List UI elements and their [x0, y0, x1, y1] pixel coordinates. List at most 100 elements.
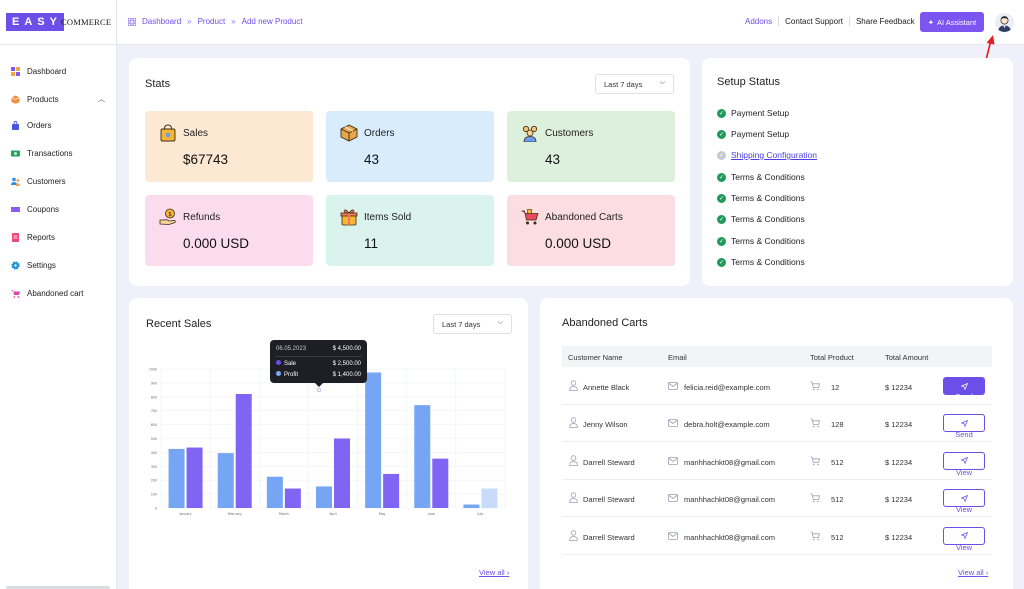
button-label: Send — [955, 392, 973, 401]
bar-series-1 — [463, 504, 480, 508]
view-button[interactable]: View — [943, 489, 985, 514]
breadcrumb-dashboard[interactable]: Dashboard — [142, 17, 182, 26]
send-icon — [960, 532, 968, 540]
stat-value: 43 — [364, 152, 380, 167]
contact-support-link[interactable]: Contact Support — [779, 17, 850, 26]
logo[interactable]: EASY COMMERCE — [0, 0, 117, 45]
x-tick-label: July — [477, 512, 484, 516]
total-amount: $ 12234 — [885, 383, 913, 392]
chevron-up-icon[interactable]: ︿ — [98, 96, 105, 103]
column-header: Email — [668, 353, 687, 362]
cart-icon — [810, 531, 820, 540]
sales-period-select[interactable]: Last 7 days ⌵ — [433, 314, 512, 334]
tooltip-sale-label: Sale — [284, 361, 297, 367]
recent-sales-chart: 0 100 200 300 400 500 600 700 800 900 1000 January F… — [149, 368, 506, 516]
report-icon — [12, 233, 19, 242]
tooltip-pointer-icon — [315, 383, 323, 393]
y-tick-label: 500 — [151, 437, 157, 441]
sidebar-item-label: Customers — [27, 177, 66, 186]
sidebar-scrollbar[interactable] — [6, 586, 110, 589]
bar-series-1 — [316, 486, 332, 508]
setup-item: ✓ Terms & Conditions — [717, 257, 805, 267]
button-label: Send — [955, 430, 973, 440]
legend-dot-icon — [276, 360, 281, 365]
sidebar-item-settings[interactable]: Settings — [11, 261, 56, 270]
top-links: Addons Contact Support Share Feedback — [745, 17, 921, 26]
send-button[interactable]: Send — [943, 377, 985, 401]
user-icon — [569, 529, 578, 541]
table-header: Customer Name Email Total Product Total … — [562, 346, 992, 367]
setup-status-title: Setup Status — [717, 76, 780, 88]
total-amount: $ 12234 — [885, 420, 913, 430]
breadcrumb: Dashboard » Product » Add new Product — [128, 17, 303, 26]
setup-item-label: Terms & Conditions — [731, 214, 805, 224]
view-button[interactable]: View — [943, 526, 985, 552]
sidebar-item-reports[interactable]: Reports — [11, 233, 55, 242]
sidebar-item-abandoned-cart[interactable]: Abandoned cart — [11, 289, 84, 298]
avatar[interactable] — [995, 13, 1014, 32]
y-tick-label: 700 — [151, 409, 157, 413]
breadcrumb-add-product[interactable]: Add new Product — [241, 17, 303, 26]
stat-card-refunds[interactable]: $ Refunds 0.000 USD — [145, 195, 313, 266]
send-icon — [960, 419, 968, 427]
user-icon — [569, 455, 578, 466]
breadcrumb-product[interactable]: Product — [197, 17, 226, 26]
ai-assistant-button[interactable]: ✦ AI Assistant — [920, 12, 984, 32]
sidebar-item-label: Coupons — [27, 205, 60, 214]
bar-series-2 — [235, 394, 252, 508]
sidebar-item-transactions[interactable]: Transactions — [11, 149, 73, 158]
setup-item[interactable]: ✓ Shipping Configuration — [717, 150, 817, 160]
grid-icon — [128, 17, 136, 26]
sidebar-item-coupons[interactable]: Coupons — [11, 205, 59, 214]
sidebar-item-orders[interactable]: Orders — [11, 121, 51, 130]
x-tick-label: June — [427, 512, 435, 516]
stats-period-select[interactable]: Last 7 days ⌵ — [595, 74, 674, 94]
y-tick-label: 300 — [151, 465, 157, 469]
user-icon — [569, 380, 578, 391]
ai-assistant-label: AI Assistant — [937, 17, 977, 27]
view-button[interactable]: View — [943, 451, 985, 477]
send-button[interactable]: Send — [943, 414, 985, 439]
check-circle-icon: ✓ — [717, 193, 726, 203]
chevron-right-icon: › — [985, 568, 989, 577]
customers-icon — [522, 125, 538, 142]
sales-view-all-link[interactable]: View all › — [479, 568, 509, 577]
box-icon — [11, 95, 20, 104]
stat-card-sales[interactable]: Sales $67743 — [145, 111, 313, 182]
stat-card-items-sold[interactable]: Items Sold 11 — [326, 195, 494, 266]
y-tick-label: 400 — [151, 451, 157, 455]
package-icon — [340, 124, 358, 142]
carts-view-all-link[interactable]: View all › — [958, 568, 988, 577]
stats-period-value: Last 7 days — [604, 79, 643, 89]
tooltip-divider — [275, 356, 362, 357]
pending-circle-icon: ✓ — [717, 150, 726, 160]
users-icon — [11, 177, 20, 186]
stat-card-orders[interactable]: Orders 43 — [326, 111, 494, 182]
svg-text:$: $ — [168, 211, 172, 218]
bar-series-2 — [383, 473, 400, 508]
chevron-down-icon: ⌵ — [659, 79, 665, 86]
sales-period-value: Last 7 days — [442, 319, 481, 329]
x-tick-label: April — [329, 512, 336, 516]
shopping-bag-icon — [160, 124, 176, 142]
setup-item-label: Terms & Conditions — [731, 236, 805, 246]
check-circle-icon: ✓ — [717, 129, 726, 139]
button-label: View — [955, 467, 973, 477]
sidebar-item-customers[interactable]: Customers — [11, 177, 66, 186]
sidebar-item-label: Abandoned cart — [27, 289, 84, 298]
stat-card-customers[interactable]: Customers 43 — [507, 111, 675, 182]
stat-card-abandoned-carts[interactable]: Abandoned Carts 0.000 USD — [507, 195, 675, 266]
stat-value: 43 — [545, 152, 561, 167]
shipping-configuration-link[interactable]: Shipping Configuration — [731, 150, 818, 160]
view-all-label: View all — [479, 568, 505, 577]
shopping-cart-icon — [521, 209, 539, 225]
mail-icon — [668, 419, 678, 428]
addons-link[interactable]: Addons — [745, 17, 780, 26]
chevron-right-icon: › — [506, 568, 510, 577]
share-feedback-link[interactable]: Share Feedback — [855, 17, 915, 26]
total-amount: $ 12234 — [885, 457, 913, 467]
bar-series-2 — [481, 488, 498, 508]
sidebar-item-products[interactable]: Products — [11, 95, 59, 104]
bar-series-1 — [266, 476, 283, 508]
sidebar-item-dashboard[interactable]: Dashboard — [11, 67, 66, 76]
